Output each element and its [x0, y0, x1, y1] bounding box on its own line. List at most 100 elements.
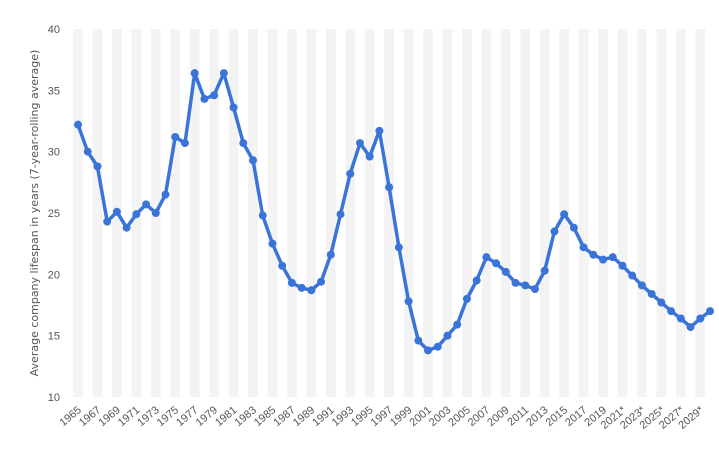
data-point[interactable]	[511, 278, 520, 287]
grid-band	[675, 29, 686, 397]
data-point[interactable]	[550, 227, 559, 236]
data-point[interactable]	[297, 283, 306, 292]
data-point[interactable]	[589, 250, 598, 259]
data-point[interactable]	[599, 255, 608, 264]
grid-band	[287, 29, 297, 397]
data-point[interactable]	[424, 346, 433, 355]
grid-band	[695, 29, 706, 397]
data-point[interactable]	[171, 132, 180, 141]
data-point[interactable]	[521, 281, 530, 290]
data-point[interactable]	[676, 314, 685, 323]
data-point[interactable]	[180, 139, 189, 148]
grid-band	[209, 29, 219, 397]
data-point[interactable]	[229, 103, 238, 112]
data-point[interactable]	[346, 169, 355, 178]
data-point[interactable]	[686, 323, 695, 332]
data-point[interactable]	[404, 297, 413, 306]
data-point[interactable]	[200, 94, 209, 103]
data-point[interactable]	[249, 156, 258, 165]
data-point[interactable]	[278, 261, 287, 270]
y-tick-label: 30	[48, 147, 60, 159]
data-point[interactable]	[414, 336, 423, 345]
data-point[interactable]	[326, 250, 335, 259]
grid-band	[92, 29, 103, 397]
data-point[interactable]	[74, 120, 82, 129]
data-point[interactable]	[93, 162, 102, 171]
data-point[interactable]	[161, 190, 170, 199]
grid-band	[248, 29, 258, 397]
data-point[interactable]	[569, 223, 578, 232]
grid-band	[462, 29, 472, 397]
grid-band	[539, 29, 550, 397]
data-point[interactable]	[83, 147, 92, 156]
data-point[interactable]	[530, 285, 539, 294]
data-point[interactable]	[560, 210, 569, 219]
grid-band	[170, 29, 181, 397]
grid-band	[267, 29, 278, 397]
data-point[interactable]	[453, 320, 462, 329]
data-point[interactable]	[647, 289, 656, 298]
data-point[interactable]	[190, 69, 199, 78]
data-point[interactable]	[112, 207, 121, 216]
data-point[interactable]	[579, 243, 588, 252]
data-point[interactable]	[258, 211, 267, 220]
data-point[interactable]	[385, 183, 394, 192]
grid-band	[73, 29, 83, 397]
data-point[interactable]	[696, 314, 705, 323]
y-tick-label: 10	[48, 392, 60, 404]
data-point[interactable]	[355, 139, 364, 148]
data-point[interactable]	[336, 210, 345, 219]
data-point[interactable]	[375, 126, 384, 135]
series-group	[74, 69, 714, 355]
y-axis-ticks: 10 15 20 25 30 35 40	[48, 24, 60, 404]
grid-band	[656, 29, 667, 397]
grid-band	[189, 29, 200, 397]
data-point[interactable]	[219, 69, 228, 78]
data-point[interactable]	[657, 298, 666, 307]
data-point[interactable]	[706, 307, 714, 316]
grid-band	[578, 29, 589, 397]
data-point[interactable]	[307, 286, 316, 295]
data-point[interactable]	[667, 307, 676, 316]
data-point[interactable]	[239, 139, 248, 148]
data-point[interactable]	[482, 253, 491, 262]
grid-band	[423, 29, 433, 397]
y-tick-label: 40	[48, 24, 60, 36]
data-point[interactable]	[462, 294, 471, 303]
data-point[interactable]	[608, 253, 617, 262]
data-point[interactable]	[501, 267, 510, 276]
data-point[interactable]	[540, 266, 549, 275]
data-point[interactable]	[618, 261, 627, 270]
grid-band	[598, 29, 608, 397]
y-tick-label: 15	[48, 331, 60, 343]
data-point[interactable]	[132, 210, 141, 219]
grid-band	[617, 29, 628, 397]
data-point[interactable]	[637, 281, 646, 290]
grid-band	[442, 29, 453, 397]
data-point[interactable]	[151, 209, 160, 217]
data-point[interactable]	[142, 200, 151, 209]
data-point[interactable]	[268, 239, 277, 248]
grid-band	[364, 29, 375, 397]
background-bands	[73, 29, 706, 397]
y-axis-label: Average company lifespan in years (7-yea…	[28, 50, 41, 377]
data-point[interactable]	[492, 259, 501, 268]
grid-band	[306, 29, 317, 397]
grid-band	[637, 29, 647, 397]
y-tick-label: 35	[48, 85, 60, 97]
data-point[interactable]	[394, 243, 403, 252]
grid-band	[403, 29, 414, 397]
grid-band	[345, 29, 356, 397]
data-point[interactable]	[365, 152, 374, 161]
data-point[interactable]	[317, 277, 326, 286]
data-point[interactable]	[433, 342, 442, 351]
data-point[interactable]	[103, 217, 112, 226]
data-point[interactable]	[443, 331, 452, 340]
data-point[interactable]	[287, 278, 296, 287]
y-tick-label: 25	[48, 208, 60, 220]
data-point[interactable]	[122, 223, 131, 232]
data-point[interactable]	[628, 271, 637, 280]
data-point[interactable]	[472, 276, 481, 285]
data-point[interactable]	[210, 91, 219, 100]
y-tick-label: 20	[48, 269, 60, 281]
